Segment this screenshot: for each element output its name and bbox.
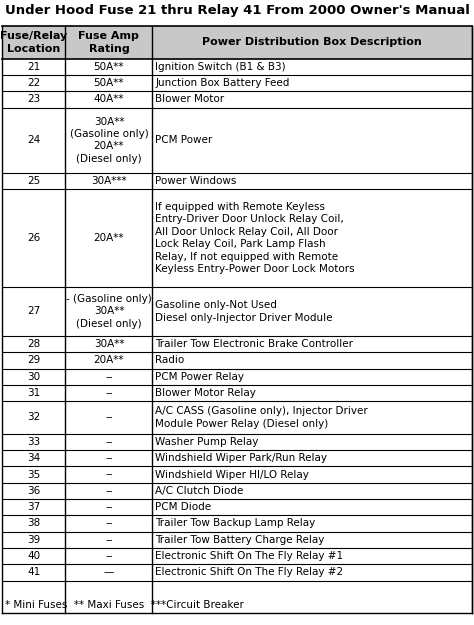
Text: 39: 39: [27, 535, 40, 545]
Text: Windshield Wiper HI/LO Relay: Windshield Wiper HI/LO Relay: [155, 469, 309, 479]
Text: 33: 33: [27, 437, 40, 447]
Text: --: --: [105, 551, 113, 561]
Text: PCM Diode: PCM Diode: [155, 502, 211, 512]
Text: PCM Power Relay: PCM Power Relay: [155, 372, 245, 382]
Bar: [2, 26, 472, 59]
Text: Washer Pump Relay: Washer Pump Relay: [155, 437, 259, 447]
Text: --: --: [105, 372, 113, 382]
Text: 34: 34: [27, 453, 40, 463]
Text: If equipped with Remote Keyless
Entry-Driver Door Unlock Relay Coil,
All Door Un: If equipped with Remote Keyless Entry-Dr…: [155, 202, 355, 274]
Text: Trailer Tow Battery Charge Relay: Trailer Tow Battery Charge Relay: [155, 535, 325, 545]
Text: 37: 37: [27, 502, 40, 512]
Text: - (Gasoline only)
30A**
(Diesel only): - (Gasoline only) 30A** (Diesel only): [66, 294, 152, 329]
Text: 29: 29: [27, 356, 40, 366]
Text: —: —: [104, 568, 114, 578]
Text: 41: 41: [27, 568, 40, 578]
Text: A/C CASS (Gasoline only), Injector Driver
Module Power Relay (Diesel only): A/C CASS (Gasoline only), Injector Drive…: [155, 406, 368, 429]
Text: 27: 27: [27, 306, 40, 316]
Text: --: --: [105, 486, 113, 496]
Text: 30: 30: [27, 372, 40, 382]
Text: 24: 24: [27, 135, 40, 145]
Text: Fuse/Relay
Location: Fuse/Relay Location: [0, 31, 67, 54]
Text: 21: 21: [27, 62, 40, 72]
Text: 28: 28: [27, 339, 40, 349]
Text: 30A***: 30A***: [91, 176, 127, 186]
Text: 35: 35: [27, 469, 40, 479]
Text: 40A**: 40A**: [94, 94, 124, 104]
Text: 36: 36: [27, 486, 40, 496]
Text: Ignition Switch (B1 & B3): Ignition Switch (B1 & B3): [155, 62, 286, 72]
Text: Blower Motor: Blower Motor: [155, 94, 225, 104]
Text: --: --: [105, 437, 113, 447]
Text: 32: 32: [27, 412, 40, 422]
Text: Electronic Shift On The Fly Relay #1: Electronic Shift On The Fly Relay #1: [155, 551, 344, 561]
Text: 23: 23: [27, 94, 40, 104]
Text: --: --: [105, 469, 113, 479]
Text: Fuse Amp
Rating: Fuse Amp Rating: [79, 31, 139, 54]
Text: Junction Box Battery Feed: Junction Box Battery Feed: [155, 78, 290, 88]
Text: Power Distribution Box Description: Power Distribution Box Description: [202, 38, 422, 48]
Text: Blower Motor Relay: Blower Motor Relay: [155, 388, 256, 398]
Text: 50A**: 50A**: [94, 78, 124, 88]
Bar: [2, 597, 472, 613]
Text: 25: 25: [27, 176, 40, 186]
Text: Trailer Tow Backup Lamp Relay: Trailer Tow Backup Lamp Relay: [155, 519, 316, 529]
Text: --: --: [105, 502, 113, 512]
Text: Electronic Shift On The Fly Relay #2: Electronic Shift On The Fly Relay #2: [155, 568, 344, 578]
Text: 38: 38: [27, 519, 40, 529]
Text: A/C Clutch Diode: A/C Clutch Diode: [155, 486, 244, 496]
Text: 20A**: 20A**: [94, 233, 124, 243]
Text: --: --: [105, 412, 113, 422]
Text: 31: 31: [27, 388, 40, 398]
Text: 22: 22: [27, 78, 40, 88]
Text: --: --: [105, 453, 113, 463]
Text: Gasoline only-Not Used
Diesel only-Injector Driver Module: Gasoline only-Not Used Diesel only-Injec…: [155, 300, 333, 322]
Text: --: --: [105, 519, 113, 529]
Text: 26: 26: [27, 233, 40, 243]
Text: Radio: Radio: [155, 356, 185, 366]
Text: Windshield Wiper Park/Run Relay: Windshield Wiper Park/Run Relay: [155, 453, 328, 463]
Text: 30A**: 30A**: [94, 339, 124, 349]
Text: * Mini Fuses  ** Maxi Fuses  ***Circuit Breaker: * Mini Fuses ** Maxi Fuses ***Circuit Br…: [5, 600, 244, 610]
Text: 40: 40: [27, 551, 40, 561]
Text: --: --: [105, 388, 113, 398]
Text: PCM Power: PCM Power: [155, 135, 213, 145]
Text: 50A**: 50A**: [94, 62, 124, 72]
Text: Under Hood Fuse 21 thru Relay 41 From 2000 Owner's Manual: Under Hood Fuse 21 thru Relay 41 From 20…: [5, 4, 469, 17]
Text: --: --: [105, 535, 113, 545]
Text: 20A**: 20A**: [94, 356, 124, 366]
Text: 30A**
(Gasoline only)
20A**
(Diesel only): 30A** (Gasoline only) 20A** (Diesel only…: [70, 117, 148, 164]
Text: Power Windows: Power Windows: [155, 176, 237, 186]
Text: Trailer Tow Electronic Brake Controller: Trailer Tow Electronic Brake Controller: [155, 339, 354, 349]
